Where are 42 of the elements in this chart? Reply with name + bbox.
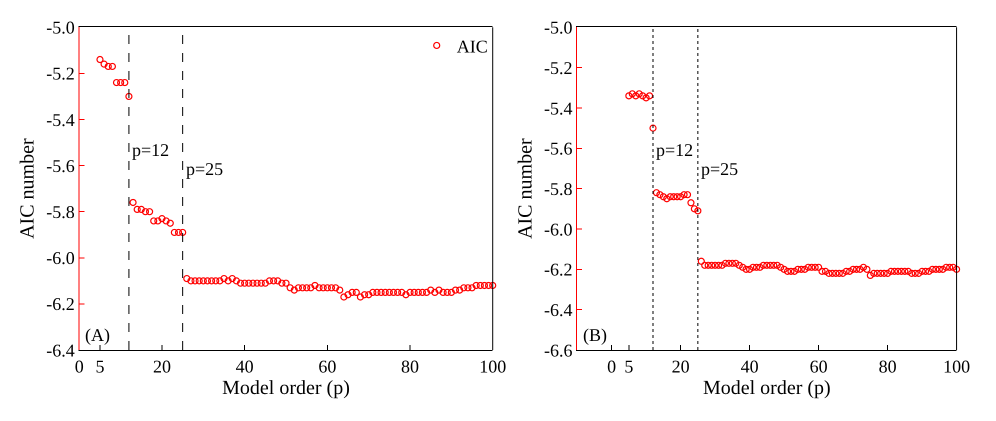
y-tick-label: -5.2 <box>544 58 573 78</box>
y-tick-label: -5.8 <box>46 202 75 222</box>
ref-line-label: p=25 <box>701 159 738 179</box>
x-tick-label: 100 <box>943 356 970 377</box>
annotation: (A) <box>85 325 110 345</box>
x-tick-label: 40 <box>236 356 254 377</box>
x-tick-label: 40 <box>740 356 759 377</box>
ref-line-label: p=25 <box>186 159 224 179</box>
y-tick-label: -6.4 <box>46 340 75 360</box>
x-tick-label: 5 <box>95 356 104 377</box>
y-tick-label: -5.6 <box>544 138 573 159</box>
x-tick-label: 80 <box>401 356 420 377</box>
x-tick-label: 60 <box>318 356 336 377</box>
y-tick-label: -5.4 <box>544 98 573 118</box>
x-tick-label: 80 <box>878 356 897 377</box>
y-tick-label: -6.4 <box>544 300 573 320</box>
x-tick-label: 20 <box>152 356 171 377</box>
x-tick-label: 20 <box>672 356 690 377</box>
y-tick-label: -5.0 <box>46 18 75 38</box>
x-axis-title: Model order (p) <box>702 377 831 400</box>
y-tick-label: -5.4 <box>46 110 75 130</box>
y-tick-label: -6.2 <box>46 294 75 314</box>
y-tick-label: -6.0 <box>544 219 573 240</box>
y-tick-label: -6.6 <box>544 340 573 360</box>
x-tick-label: 100 <box>479 356 506 377</box>
y-axis-title: AIC number <box>16 138 39 239</box>
ref-line-label: p=12 <box>132 140 170 160</box>
annotation: (B) <box>583 325 607 345</box>
x-tick-label: 0 <box>607 356 616 377</box>
ref-line-label: p=12 <box>656 140 694 160</box>
y-tick-label: -6.0 <box>46 248 75 268</box>
y-axis-title: AIC number <box>514 138 537 239</box>
y-tick-label: -5.8 <box>544 178 573 199</box>
legend-label: AIC <box>456 36 488 56</box>
x-tick-label: 60 <box>810 356 828 377</box>
y-tick-label: -5.0 <box>544 18 573 38</box>
y-tick-label: -5.2 <box>46 64 75 84</box>
x-tick-label: 5 <box>624 356 634 377</box>
y-tick-label: -6.2 <box>544 260 573 280</box>
y-tick-label: -5.6 <box>46 156 75 176</box>
x-tick-label: 0 <box>74 356 84 377</box>
x-axis-title: Model order (p) <box>222 377 350 400</box>
